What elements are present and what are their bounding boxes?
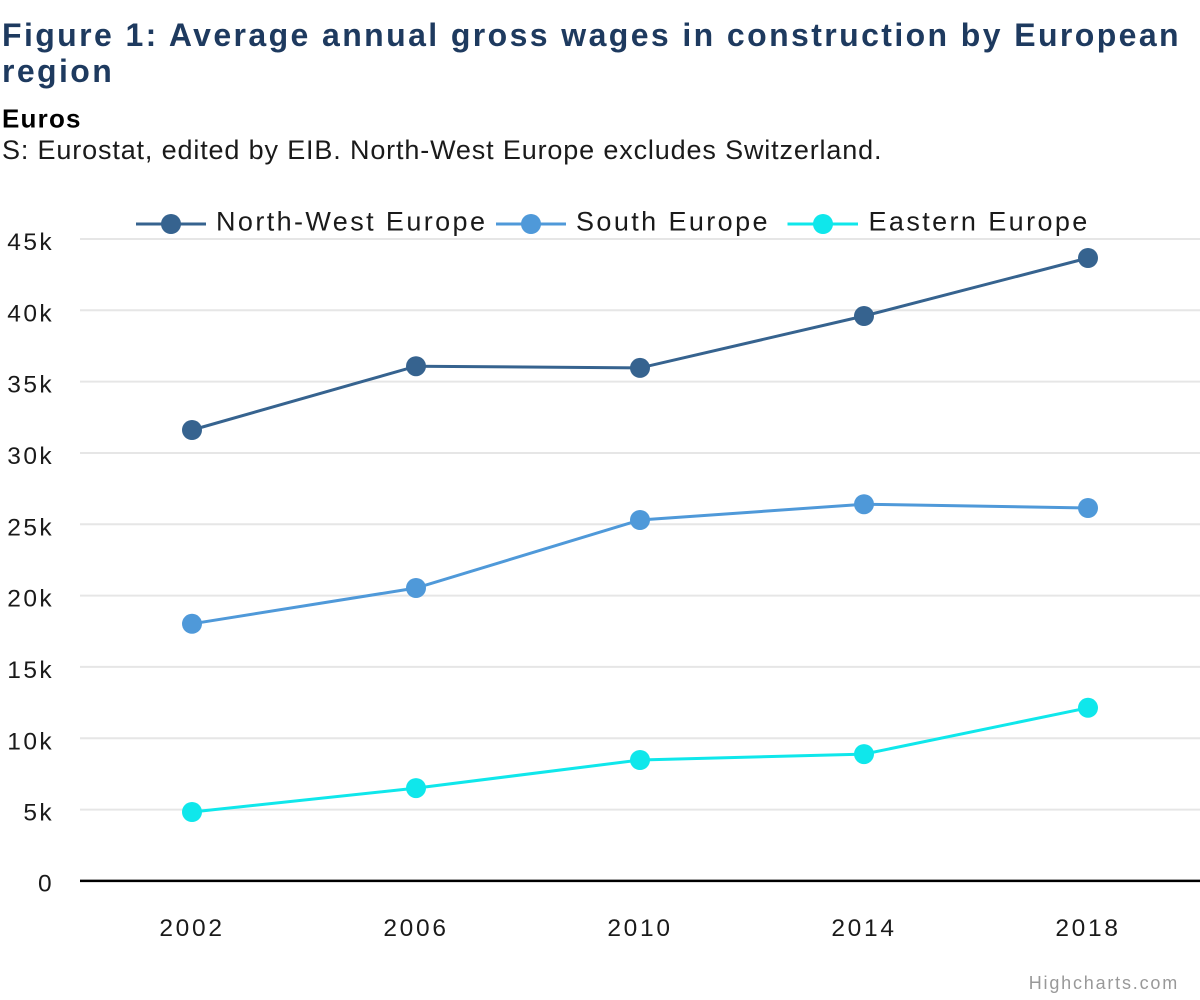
svg-text:30k: 30k	[7, 443, 54, 470]
svg-text:Figure 1: Average annual gross: Figure 1: Average annual gross wages in …	[2, 17, 1181, 53]
svg-text:2006: 2006	[383, 915, 448, 942]
svg-text:2002: 2002	[159, 915, 224, 942]
svg-text:35k: 35k	[7, 372, 54, 399]
svg-text:Euros: Euros	[2, 104, 82, 134]
svg-text:Highcharts.com: Highcharts.com	[1029, 973, 1179, 993]
svg-text:40k: 40k	[7, 300, 54, 327]
svg-text:2018: 2018	[1055, 915, 1120, 942]
svg-text:45k: 45k	[7, 229, 54, 256]
svg-text:20k: 20k	[7, 586, 54, 613]
svg-text:South Europe: South Europe	[576, 207, 770, 237]
svg-text:5k: 5k	[23, 800, 54, 827]
svg-text:region: region	[2, 53, 114, 89]
svg-text:25k: 25k	[7, 514, 54, 541]
svg-text:15k: 15k	[7, 657, 54, 684]
svg-text:2014: 2014	[831, 915, 896, 942]
svg-text:North-West Europe: North-West Europe	[216, 207, 487, 237]
svg-text:2010: 2010	[607, 915, 672, 942]
svg-text:Eastern Europe: Eastern Europe	[869, 207, 1090, 237]
svg-text:10k: 10k	[7, 728, 54, 755]
svg-text:S: Eurostat, edited by EIB. No: S: Eurostat, edited by EIB. North-West E…	[2, 135, 882, 165]
svg-text:0: 0	[38, 871, 54, 898]
